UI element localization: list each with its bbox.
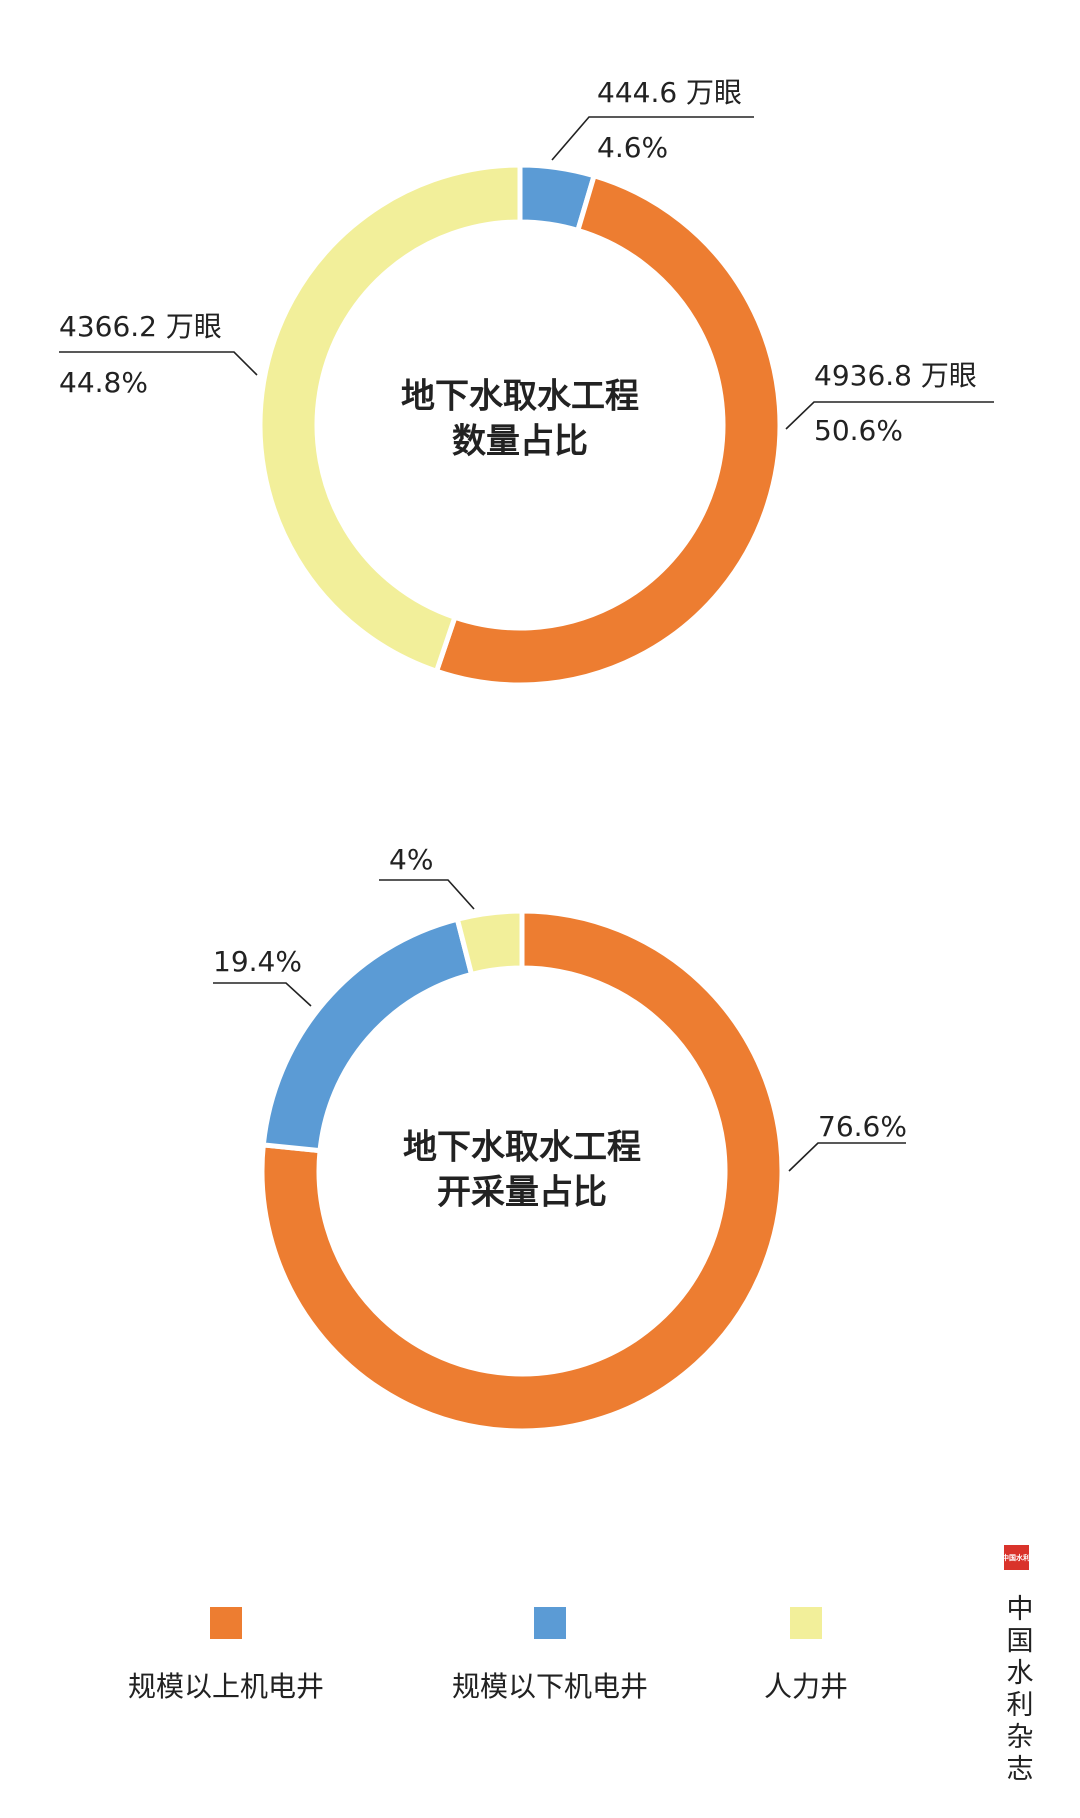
leader-line [785, 401, 994, 430]
leader-line [551, 116, 754, 161]
leader-line [379, 879, 475, 910]
leader-line [59, 351, 258, 376]
legend-label: 规模以上机电井 [128, 1670, 324, 1703]
legend-swatch [534, 1607, 566, 1639]
value-label: 44.8% [59, 366, 148, 399]
value-label: 4.6% [597, 131, 668, 164]
value-label: 4% [389, 843, 433, 876]
chart-title: 数量占比 [452, 422, 588, 462]
leader-line [788, 1142, 906, 1172]
count-label: 444.6 万眼 [597, 76, 742, 109]
donut-slice [259, 908, 785, 1434]
value-label: 19.4% [213, 945, 302, 978]
legend-label: 人力井 [764, 1670, 848, 1703]
donut-slice [433, 172, 783, 688]
count-label: 4366.2 万眼 [59, 310, 222, 343]
legend-swatch [210, 1607, 242, 1639]
chart-title: 地下水取水工程 [403, 1128, 641, 1168]
stamp: 中国水利 [1002, 1553, 1030, 1562]
stamp-box [1004, 1545, 1029, 1570]
chart-title: 地下水取水工程 [401, 377, 639, 417]
legend-label: 规模以下机电井 [452, 1670, 648, 1703]
watermark: 中国水利杂志 [1002, 1594, 1034, 1786]
donut-slice [257, 162, 523, 675]
count-label: 4936.8 万眼 [814, 359, 977, 392]
leader-line [213, 982, 312, 1007]
donut-slice [454, 908, 525, 978]
value-label: 50.6% [814, 414, 903, 447]
legend-swatch [790, 1607, 822, 1639]
chart-title: 开采量占比 [437, 1173, 607, 1213]
value-label: 76.6% [818, 1110, 907, 1143]
